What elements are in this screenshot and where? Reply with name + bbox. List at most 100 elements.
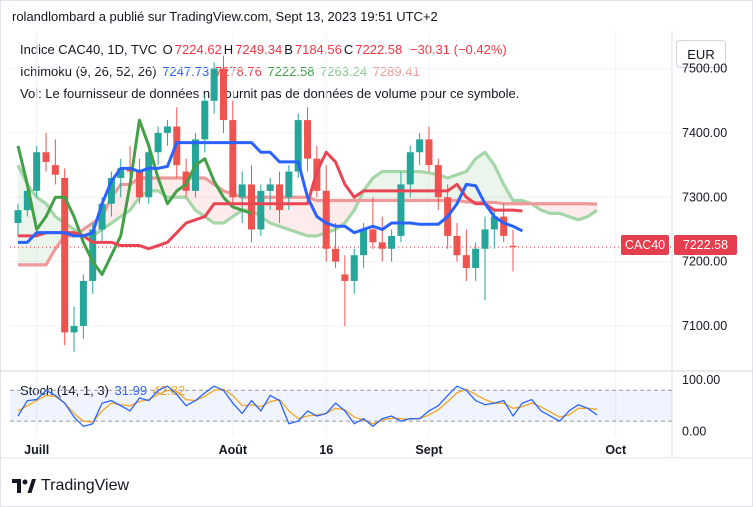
candle-body	[14, 210, 22, 224]
candle-body	[369, 229, 377, 243]
candle-body	[257, 190, 265, 230]
candle-body	[135, 171, 143, 198]
candle-body	[332, 248, 340, 262]
candle-body	[238, 184, 246, 198]
ohlc-value: 7224.62	[174, 42, 222, 57]
candle-body	[425, 139, 433, 166]
candle-body	[70, 325, 78, 333]
cloud-segment	[382, 171, 392, 201]
candle-body	[79, 280, 87, 326]
candle-body	[500, 216, 508, 236]
candle-body	[219, 68, 227, 121]
candle-body	[509, 245, 517, 248]
ichimoku-conversion-value: 7247.73	[162, 64, 210, 79]
tradingview-logo-icon	[12, 479, 36, 493]
candle-body	[360, 229, 368, 256]
ichimoku-span-a-line	[16, 150, 598, 238]
candle-body	[201, 100, 209, 140]
cloud-segment	[485, 152, 495, 203]
price-tick-label: 7100.00	[682, 319, 727, 333]
cloud-segment	[288, 197, 299, 233]
cloud-segment	[372, 171, 383, 201]
change-value: −30.31 (−0.42%)	[409, 42, 507, 57]
candle-body	[416, 139, 424, 153]
stoch-k-line	[17, 385, 598, 427]
ohlc-key: O	[162, 42, 173, 57]
price-tick-label: 7400.00	[682, 126, 727, 140]
last-price-tag: 7222.58	[674, 235, 737, 255]
candle-body	[163, 126, 171, 133]
candle-body	[406, 152, 414, 185]
candle-body	[276, 184, 284, 211]
ichimoku-conversion-line	[18, 141, 524, 244]
ichimoku-label[interactable]: Ichimoku (9, 26, 52, 26)	[20, 64, 157, 79]
ichimoku-lagging-line	[16, 118, 252, 276]
time-tick-label: Août	[219, 443, 248, 457]
publisher-header: rolandlombard a publié sur TradingView.c…	[12, 9, 438, 24]
candle-body	[490, 216, 498, 230]
candle-body	[462, 255, 470, 269]
cloud-segment	[419, 171, 429, 201]
symbol-legend: Indice CAC40, 1D, TVC O 7224.62 H 7249.34 B 7…	[20, 42, 509, 57]
stoch-tick-label: 100.00	[682, 373, 720, 387]
candle-body	[61, 177, 69, 333]
time-tick-label: Sept	[415, 443, 443, 457]
symbol-price-tag: CAC40	[621, 235, 669, 255]
stoch-tick-label: 0.00	[682, 424, 706, 438]
price-tick-label: 7200.00	[682, 255, 727, 269]
candle-body	[304, 120, 312, 159]
ichimoku-spanA-value: 7263.24	[320, 64, 368, 79]
candle-body	[388, 235, 396, 249]
volume-note: Vol: Le fournisseur de données ne fourni…	[20, 86, 520, 101]
ohlc-key: C	[343, 42, 354, 57]
candle-body	[98, 203, 106, 230]
cloud-segment	[36, 197, 47, 265]
candle-body	[472, 248, 480, 269]
candle-body	[107, 177, 115, 204]
candle-body	[453, 235, 461, 256]
candle-body	[42, 152, 50, 162]
cloud-segment	[335, 200, 345, 230]
candle-body	[397, 184, 405, 236]
ichimoku-lagging-value: 7222.58	[267, 64, 315, 79]
candle-body	[322, 190, 330, 249]
tradingview-logo[interactable]: TradingView	[12, 477, 129, 495]
candle-body	[89, 229, 97, 281]
time-tick-label: Juill	[24, 443, 49, 457]
ichimoku-spanB-value: 7289.41	[372, 64, 420, 79]
price-tick-label: 7300.00	[682, 190, 727, 204]
symbol-name[interactable]: Indice CAC40, 1D, TVC	[20, 42, 158, 57]
currency-button[interactable]: EUR	[676, 40, 726, 68]
candle-body	[481, 229, 489, 249]
time-tick-label: 16	[319, 443, 333, 457]
brand-name: TradingView	[41, 477, 130, 494]
candle-body	[350, 255, 358, 281]
ichimoku-legend: Ichimoku (9, 26, 52, 26) 7247.73 7278.76…	[20, 64, 422, 79]
candle-body	[210, 68, 218, 101]
stoch-d-line	[17, 388, 598, 425]
candle-body	[33, 152, 41, 191]
candle-body	[294, 120, 302, 172]
cloud-segment	[298, 197, 308, 236]
candle-body	[117, 168, 125, 178]
cloud-segment	[307, 197, 317, 236]
candle-body	[266, 184, 274, 191]
ohlc-value: 7249.34	[235, 42, 283, 57]
candle-body	[434, 165, 442, 198]
candle-body	[154, 132, 162, 153]
ohlc-values: O 7224.62 H 7249.34 B 7184.56 C 7222.58	[163, 42, 405, 57]
cloud-segment	[550, 203, 560, 214]
candle-body	[23, 190, 31, 211]
time-tick-label: Oct	[605, 443, 627, 457]
candle-body	[378, 242, 386, 249]
candle-body	[248, 184, 255, 230]
cloud-segment	[494, 165, 504, 204]
cloud-segment	[46, 203, 56, 265]
price-tick-label: 7500.00	[682, 62, 727, 76]
candle-body	[126, 168, 134, 172]
candle-body	[145, 152, 153, 198]
candle-body	[229, 120, 237, 198]
ichimoku-base-line	[18, 150, 523, 251]
candle-body	[341, 274, 349, 281]
